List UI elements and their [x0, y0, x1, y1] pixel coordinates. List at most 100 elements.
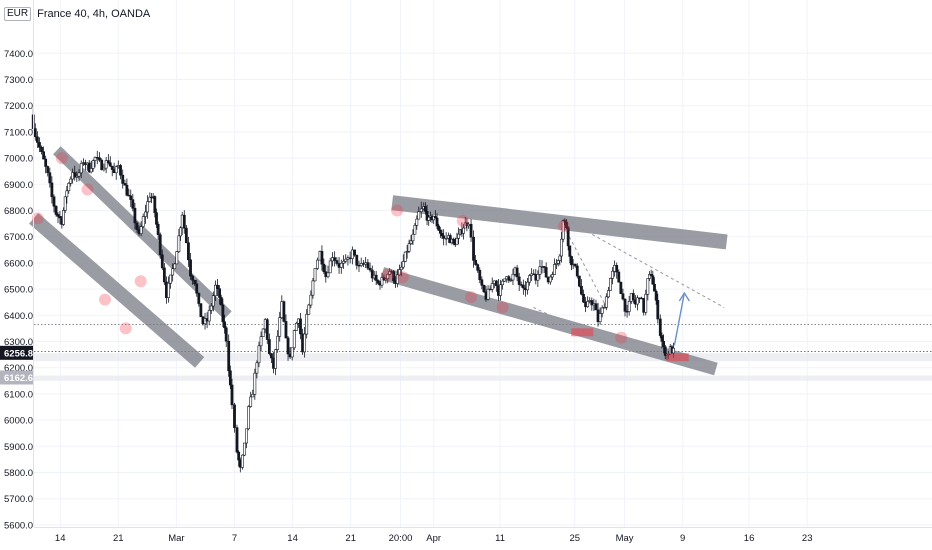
candle-up [536, 274, 540, 281]
y-axis[interactable]: 7400.0 7300.0 7200.0 7100.0 7000.0 6900.0 6800… [4, 0, 34, 531]
candle-down [284, 321, 288, 339]
candle-down [156, 224, 160, 235]
chart-header: EUR France 40, 4h, OANDA [4, 6, 150, 22]
candle-up [586, 301, 590, 308]
touch-circle [55, 152, 68, 165]
candle-up [169, 274, 172, 284]
candle-up [114, 166, 118, 174]
candle-down [160, 254, 164, 269]
x-tick-label: Mar [168, 533, 184, 544]
candle-down [469, 223, 473, 238]
candle-down [649, 274, 653, 276]
candle-down [366, 262, 370, 269]
x-axis[interactable]: 14 21 Mar 7 14 21 20:00 Apr 11 25 May 9 16 23 [34, 527, 932, 545]
touch-circle [465, 290, 478, 303]
support-zone [34, 353, 932, 362]
candle-up [79, 163, 83, 174]
candle-up [350, 249, 354, 259]
touch-highlight [571, 328, 594, 337]
candle-up [276, 335, 280, 350]
candle-down [133, 207, 137, 224]
x-tick-label: May [616, 533, 634, 544]
candle-down [656, 299, 660, 320]
currency-badge[interactable]: EUR [4, 7, 32, 21]
candle-up [179, 227, 182, 237]
candle-down [333, 257, 337, 261]
candle-up [415, 218, 419, 226]
candle-up [607, 290, 610, 298]
candle-down [265, 319, 269, 340]
candle-down [123, 183, 127, 186]
candle-down [442, 235, 446, 239]
y-tick-label: 6500.0 [4, 285, 33, 296]
candle-up [167, 282, 170, 298]
y-tick-label: 7000.0 [4, 154, 33, 165]
candle-down [590, 300, 594, 306]
candle-down [654, 290, 658, 301]
candle-down [521, 284, 525, 289]
candle-down [125, 184, 129, 196]
candle-down [40, 146, 43, 152]
y-tick-label: 6700.0 [4, 232, 33, 243]
candle-up [499, 284, 502, 296]
candle-down [662, 341, 666, 348]
candle-down [235, 427, 239, 453]
candle-down [353, 249, 356, 256]
candle-up [207, 310, 211, 322]
candle-up [102, 167, 106, 171]
candle-down [322, 263, 326, 273]
candle-up [467, 223, 470, 227]
candle-down [191, 275, 194, 281]
candle-up [278, 317, 282, 337]
candle-up [644, 293, 648, 313]
candle-down [435, 217, 439, 227]
candle-down [621, 293, 625, 300]
candle-down [575, 265, 579, 277]
y-tick-label: 6300.0 [4, 337, 33, 348]
candle-down [570, 256, 573, 266]
candle-down [48, 172, 52, 184]
candle-down [108, 162, 112, 167]
candle-up [303, 333, 307, 353]
y-tick-label: 7200.0 [4, 101, 33, 112]
candle-down [582, 293, 585, 303]
y-tick-label: 6100.0 [4, 389, 33, 400]
candle-down [233, 404, 236, 428]
candle-down [355, 254, 359, 266]
dashed-trendlines[interactable] [533, 216, 725, 342]
candle-down [119, 165, 122, 176]
candle-up [326, 272, 330, 278]
trend-channels[interactable] [29, 146, 728, 376]
candle-up [604, 296, 608, 308]
candle-down [566, 227, 570, 247]
candle-up [636, 297, 639, 305]
y-tick-label: 6800.0 [4, 206, 33, 217]
candle-up [602, 307, 606, 309]
candle-up [139, 226, 143, 234]
candle-down [452, 238, 456, 244]
candle-up [75, 175, 79, 178]
candle-up [556, 260, 560, 264]
candle-up [243, 442, 246, 456]
candle-down [197, 292, 201, 304]
candle-down [42, 151, 46, 160]
candle-up [214, 284, 217, 296]
y-tick-label: 5700.0 [4, 494, 33, 505]
dashed-trendline [566, 231, 609, 311]
candle-up [175, 251, 179, 265]
candle-up [342, 260, 345, 264]
candle-up [553, 264, 556, 275]
touch-circle [615, 331, 628, 344]
candle-down [660, 335, 664, 342]
candle-up [209, 305, 213, 311]
projection-arrow[interactable] [673, 291, 690, 346]
candle-down [158, 234, 162, 256]
candle-down [594, 303, 598, 311]
candle-up [397, 269, 401, 276]
candle-up [401, 261, 405, 268]
dotted-levels [34, 324, 932, 352]
y-tick-label: 5900.0 [4, 442, 33, 453]
candle-down [223, 321, 226, 329]
x-tick-label: 21 [345, 533, 356, 544]
